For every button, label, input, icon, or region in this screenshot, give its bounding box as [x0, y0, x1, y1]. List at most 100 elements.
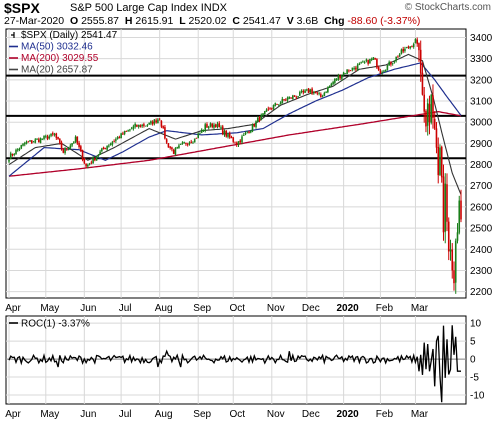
candle-body	[48, 136, 51, 139]
candle-body	[106, 146, 108, 150]
candle-body	[360, 62, 362, 64]
candle-body	[425, 110, 427, 127]
candle-body	[386, 65, 389, 70]
candle-body	[460, 200, 462, 220]
candle-body	[15, 149, 17, 155]
candle-body	[451, 249, 454, 271]
candle-body	[141, 124, 143, 127]
candle-body	[383, 70, 385, 72]
candle-body	[214, 124, 217, 128]
candle-body	[327, 87, 329, 93]
candle-body	[277, 104, 280, 106]
candle-body	[57, 136, 59, 140]
candle-body	[132, 126, 135, 129]
candle-body	[116, 137, 119, 139]
candle-body	[369, 58, 371, 64]
candle-body	[439, 147, 441, 175]
candle-body	[74, 136, 77, 142]
candle-body	[146, 125, 149, 126]
candle-body	[248, 131, 250, 134]
candle-body	[81, 150, 84, 160]
price-tick-label: 3400	[470, 33, 493, 44]
candle-body	[306, 89, 308, 91]
high-value: 2615.91	[135, 15, 174, 27]
candle-body	[400, 49, 403, 54]
candle-body	[267, 108, 270, 110]
x-tick-label: May	[40, 303, 59, 314]
candle-body	[255, 121, 257, 128]
candle-body	[176, 146, 178, 148]
candle-body	[137, 124, 140, 127]
candle-body	[13, 154, 16, 155]
price-tick-label: 3100	[470, 97, 493, 108]
candle-body	[11, 154, 14, 156]
candle-body	[414, 38, 417, 44]
candle-body	[51, 133, 54, 135]
candle-body	[41, 138, 44, 140]
candle-body	[374, 58, 376, 60]
candle-body	[272, 105, 275, 110]
candle-body	[172, 149, 175, 154]
candle-body	[411, 45, 413, 47]
candle-body	[227, 133, 229, 137]
candle-body	[404, 48, 406, 51]
candle-body	[209, 123, 212, 127]
candle-body	[83, 158, 86, 164]
candle-body	[372, 57, 375, 60]
candle-body	[188, 142, 191, 145]
candle-body	[192, 142, 194, 144]
candle-body	[197, 133, 200, 139]
candle-body	[190, 141, 193, 143]
candle-body	[235, 142, 238, 145]
candle-body	[158, 119, 161, 121]
candle-body	[179, 144, 182, 145]
candle-body	[171, 147, 173, 150]
candle-body	[363, 61, 366, 63]
candle-body	[242, 135, 245, 136]
candle-body	[395, 56, 397, 61]
candle-body	[456, 232, 459, 241]
x-tick-label: Dec	[302, 303, 320, 314]
candle-body	[458, 200, 461, 233]
candle-body	[283, 99, 285, 101]
candle-body	[16, 149, 19, 151]
candle-body	[258, 116, 261, 122]
candle-body	[328, 86, 331, 88]
candle-body	[330, 83, 333, 87]
candle-body	[440, 146, 443, 178]
price-panel-frame	[5, 28, 467, 299]
candle-body	[183, 141, 185, 143]
x-tick-label: Mar	[411, 303, 429, 314]
candle-body	[220, 127, 222, 129]
x-tick-label: Jul	[119, 409, 132, 420]
price-panel: 2200 2300 2400 2500 2600 2700 2800 2900 3000 3100…	[5, 28, 493, 299]
x-axis: Apr Apr May May Jun Jun Jul Jul Aug Aug Sep Sep Oct O…	[5, 303, 429, 420]
candle-body	[99, 151, 101, 155]
candle-body	[92, 157, 94, 164]
x-tick-label: May	[40, 409, 59, 420]
candle-body	[39, 138, 42, 144]
candle-body	[409, 46, 411, 49]
candle-body	[318, 93, 320, 95]
candle-body	[94, 158, 96, 161]
candle-body	[377, 67, 380, 71]
volume-value: 3.6B	[296, 15, 319, 27]
candle-body	[202, 129, 205, 131]
price-tick-label: 2600	[470, 202, 493, 213]
chart-symbol: $SPX	[4, 0, 40, 16]
candle-body	[136, 124, 138, 127]
price-tick-label: 3200	[470, 75, 493, 86]
candle-body	[46, 136, 49, 140]
candle-body	[43, 135, 45, 139]
candle-body	[262, 113, 264, 116]
candle-body	[349, 70, 352, 72]
candle-body	[118, 137, 121, 139]
candle-body	[355, 67, 357, 70]
candle-body	[199, 132, 201, 134]
x-tick-label: 2020	[336, 409, 359, 420]
candle-body	[104, 148, 107, 150]
price-tick-label: 2200	[470, 287, 493, 298]
candle-body	[123, 131, 126, 134]
candle-body	[446, 184, 448, 222]
candle-body	[53, 134, 56, 135]
